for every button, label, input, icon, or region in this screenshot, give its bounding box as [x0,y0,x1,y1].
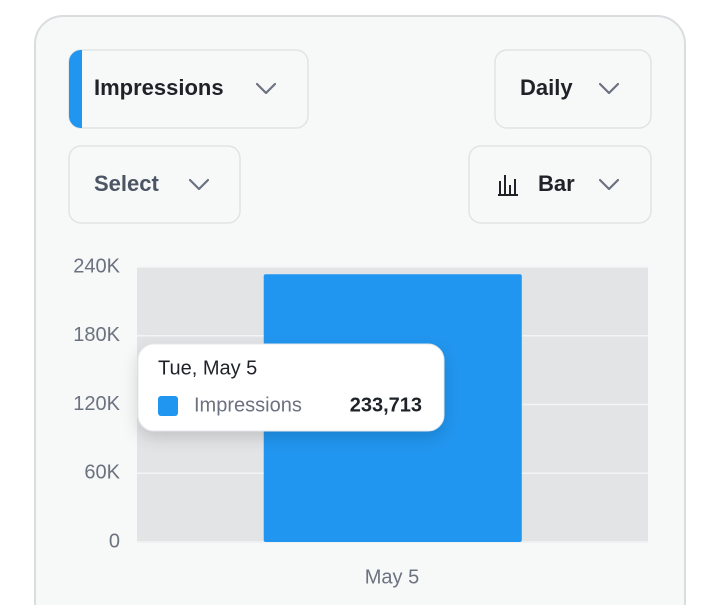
y-tick-label: 120K [73,393,120,415]
x-tick-label: May 5 [365,566,419,588]
y-tick-label: 180K [73,324,120,346]
y-tick-label: 240K [73,255,120,277]
dropdown-label: Daily [520,75,573,100]
tooltip [137,343,445,432]
metric-dropdown[interactable]: Impressions [68,49,309,129]
legend-swatch [158,396,178,416]
y-tick-label: 0 [109,530,120,552]
value-label: 233,713 [350,394,422,416]
dropdown-label: Impressions [94,75,224,100]
interval-dropdown[interactable]: Daily [494,49,652,129]
compare-dropdown[interactable]: Select [68,145,241,224]
bar-icon [498,175,518,196]
chart-type-dropdown[interactable]: Bar [468,145,652,224]
tooltip-title: Tue, May 5 [158,357,257,379]
dropdown-label: Select [94,171,159,196]
accent [69,50,82,128]
legend-label: Impressions [194,394,302,416]
y-tick-label: 60K [84,462,120,484]
dropdown-label: Bar [538,171,575,196]
